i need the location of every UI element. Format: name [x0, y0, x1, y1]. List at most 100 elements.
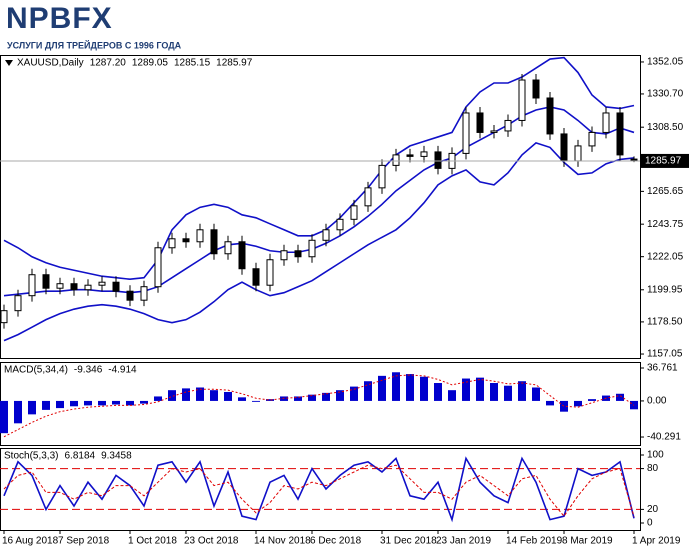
- y-tick-label: 0.00: [647, 396, 667, 407]
- candle-body: [168, 238, 176, 249]
- macd-bar: [378, 375, 386, 401]
- macd-bar: [140, 400, 148, 404]
- candle-body: [42, 274, 50, 289]
- candle-body: [280, 250, 288, 261]
- candle-body: [406, 154, 414, 157]
- candle-body: [182, 238, 190, 243]
- candle-body: [476, 112, 484, 133]
- macd-bar: [574, 400, 582, 407]
- macd-bar: [476, 377, 484, 401]
- candle-body: [84, 284, 92, 291]
- candle-body: [322, 229, 330, 241]
- candle-body: [588, 131, 596, 147]
- macd-bar: [448, 390, 456, 401]
- x-tick-label: 1 Apr 2019: [632, 536, 681, 547]
- macd-bar: [490, 383, 498, 401]
- macd-bar: [434, 383, 442, 401]
- header-text: 1289.05: [132, 58, 169, 69]
- header-text: 1285.97: [216, 58, 253, 69]
- candle-body: [252, 268, 260, 286]
- macd-bar: [224, 391, 232, 401]
- price-tag: [641, 153, 689, 168]
- y-tick-label: 1265.65: [647, 186, 684, 197]
- candle-body: [224, 241, 232, 255]
- candle-body: [616, 112, 624, 156]
- macd-bar: [294, 396, 302, 401]
- macd-bar: [504, 385, 512, 401]
- macd-bar: [364, 381, 372, 401]
- x-tick-label: 1 Oct 2018: [128, 536, 177, 547]
- macd-bar: [70, 400, 78, 407]
- candle-body: [574, 145, 582, 162]
- macd-bar: [14, 400, 22, 424]
- candle-body: [490, 130, 498, 133]
- macd-bar: [42, 400, 50, 410]
- y-tick-label: 1178.50: [647, 317, 683, 328]
- macd-header: MACD(5,34,4): [4, 365, 68, 376]
- y-tick-label: 1157.05: [647, 349, 683, 360]
- header-text: 1285.15: [174, 58, 211, 69]
- stoch-line: [3, 464, 635, 518]
- macd-bar: [0, 400, 8, 434]
- macd-signal: [3, 374, 635, 438]
- x-tick-label: 31 Dec 2018: [380, 536, 437, 547]
- candle-body: [266, 259, 274, 286]
- macd-bar: [546, 400, 554, 406]
- candle-body: [546, 97, 554, 135]
- candle-body: [532, 79, 540, 99]
- x-tick-label: 6 Dec 2018: [310, 536, 362, 547]
- macd-bar: [210, 390, 218, 401]
- macd-bar: [126, 400, 134, 406]
- y-tick-label: 20: [647, 504, 659, 515]
- macd-header: -4.914: [108, 365, 137, 376]
- bollinger-band: [3, 142, 635, 342]
- macd-bar: [84, 400, 92, 406]
- tagline: УСЛУГИ ДЛЯ ТРЕЙДЕРОВ С 1996 ГОДА: [7, 39, 182, 50]
- macd-bar: [252, 400, 260, 402]
- y-tick-label: 1308.50: [647, 122, 684, 133]
- macd-header: -9.346: [74, 365, 103, 376]
- macd-bar: [154, 396, 162, 401]
- candle-body: [0, 310, 8, 324]
- stoch-header: 9.3458: [101, 451, 132, 462]
- y-tick-label: -40.291: [647, 432, 681, 443]
- y-tick-label: 1352.05: [647, 57, 684, 68]
- candle-body: [434, 151, 442, 169]
- main-panel: [0, 55, 641, 359]
- stoch-header: 6.8184: [64, 451, 95, 462]
- y-tick-label: 1330.70: [647, 89, 684, 100]
- stoch-header: Stoch(5,3,3): [4, 451, 58, 462]
- macd-bar: [28, 400, 36, 415]
- header-text: XAUUSD,Daily: [17, 58, 84, 69]
- macd-bar: [420, 376, 428, 401]
- candle-body: [210, 229, 218, 255]
- y-tick-label: 1243.75: [647, 219, 684, 230]
- candle-body: [602, 112, 610, 133]
- candle-body: [98, 281, 106, 286]
- x-tick-label: 7 Sep 2018: [58, 536, 110, 547]
- y-tick-label: 80: [647, 463, 659, 474]
- x-tick-label: 23 Oct 2018: [184, 536, 239, 547]
- candle-body: [154, 247, 162, 288]
- y-tick-label: 100: [647, 450, 664, 461]
- bollinger-band: [3, 56, 635, 281]
- macd-bar: [322, 392, 330, 401]
- candle-body: [518, 79, 526, 121]
- macd-bar: [266, 399, 274, 401]
- candle-body: [462, 112, 470, 154]
- macd-bar: [308, 394, 316, 401]
- macd-bar: [392, 372, 400, 401]
- stoch-panel: [0, 448, 641, 531]
- x-tick-label: 14 Feb 2019: [506, 536, 563, 547]
- candle-body: [560, 133, 568, 162]
- y-tick-label: 1199.95: [647, 284, 683, 295]
- macd-bar: [196, 387, 204, 401]
- x-tick-label: 16 Aug 2018: [2, 536, 59, 547]
- candle-body: [196, 229, 204, 243]
- macd-bar: [182, 388, 190, 401]
- candle-body: [294, 250, 302, 258]
- candle-body: [336, 218, 344, 231]
- macd-bar: [518, 381, 526, 401]
